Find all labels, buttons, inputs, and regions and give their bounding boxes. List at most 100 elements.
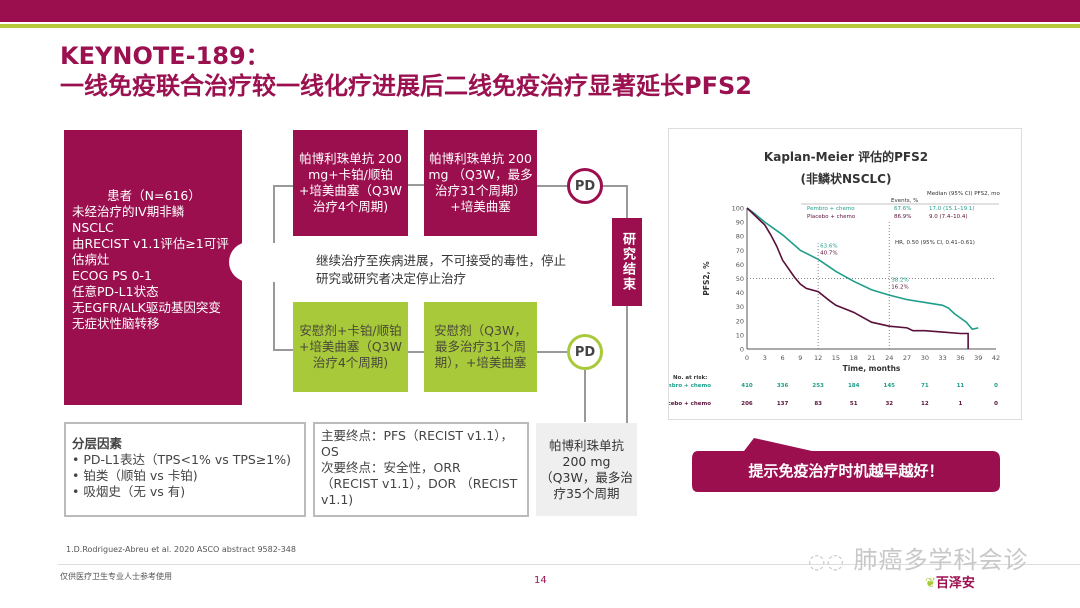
- at-risk-value: 32: [885, 401, 893, 407]
- legend-events: 86.9%: [894, 214, 911, 220]
- x-tick-label: 36: [956, 354, 964, 362]
- page-title-line1: KEYNOTE-189：: [60, 42, 270, 70]
- patients-box: 患者（N=616） 未经治疗的IV期非鳞 NSCLC 由RECIST v1.1评…: [64, 130, 242, 405]
- randomization-label: R: [243, 247, 254, 262]
- x-tick-label: 0: [745, 354, 749, 362]
- stratification-item: • PD-L1表达（TPS<1% vs TPS≥1%): [72, 452, 292, 467]
- y-tick-label: 10: [736, 331, 744, 339]
- y-tick-label: 30: [736, 303, 744, 311]
- legend-label: Pembro + chemo: [807, 206, 855, 212]
- legend-label: Placebo + chemo: [807, 214, 856, 220]
- continue-note: 继续治疗至疾病进展，不可接受的毒性，停止研究或研究者决定停止治疗: [316, 253, 567, 286]
- connector: [408, 351, 424, 353]
- at-risk-value: 206: [741, 401, 753, 407]
- at-risk-value: 137: [777, 401, 789, 407]
- at-risk-value: 184: [848, 383, 860, 389]
- legend-events: 67.6%: [894, 206, 911, 212]
- x-tick-label: 15: [832, 354, 840, 362]
- page-number: 14: [534, 575, 547, 586]
- connector: [626, 306, 628, 490]
- km-curve-pembro: [746, 207, 979, 331]
- x-tick-label: 3: [763, 354, 767, 362]
- pembro-induction-box: 帕博利珠单抗 200 mg+卡铂/顺铂+培美曲塞（Q3W治疗4个周期): [293, 130, 408, 236]
- at-risk-value: 253: [812, 383, 824, 389]
- secondary-endpoint: 次要终点：安全性，ORR （RECIST v1.1），DOR （RECIST v…: [321, 460, 518, 507]
- footnote: 1.D.Rodriguez-Abreu et al. 2020 ASCO abs…: [66, 545, 296, 554]
- connector: [537, 351, 567, 353]
- at-risk-value: 410: [741, 383, 753, 389]
- brand-logo: ❦百泽安: [925, 572, 975, 591]
- patients-line: 任意PD-L1状态: [72, 284, 159, 299]
- at-risk-header: No. at risk:: [673, 375, 707, 381]
- crossover-box: 帕博利珠单抗 200 mg （Q3W，最多治疗35个周期: [536, 423, 637, 516]
- pembro-maintenance-box: 帕博利珠单抗 200 mg （Q3W，最多治疗31个周期）+培美曲塞: [424, 130, 537, 236]
- y-tick-label: 0: [740, 346, 744, 354]
- stratification-item: • 吸烟史（无 vs 有): [72, 484, 186, 499]
- km-curve-placebo: [746, 207, 969, 349]
- randomization-circle: R 2:1: [229, 242, 269, 282]
- stratification-header: 分层因素: [72, 436, 123, 451]
- at-risk-label: Placebo + chemo: [669, 401, 711, 407]
- randomization-ratio: 2:1: [237, 261, 261, 276]
- connector: [273, 282, 275, 350]
- x-tick-label: 9: [798, 354, 802, 362]
- footer-divider: [58, 564, 1080, 565]
- connector: [408, 184, 424, 186]
- connector: [273, 185, 293, 187]
- callout-text: 提示免疫治疗时机越早越好！: [748, 462, 944, 480]
- at-risk-value: 0: [994, 383, 998, 389]
- connector: [603, 185, 628, 187]
- km-chart: Kaplan-Meier 评估的PFS2(非鳞状NSCLC)0 3 6 9 12 15 18…: [658, 149, 1001, 407]
- stratification-box: 分层因素 • PD-L1表达（TPS<1% vs TPS≥1%) • 铂类（顺铂…: [64, 422, 306, 517]
- x-tick-label: 42: [992, 354, 1000, 362]
- annotation-m24-pembro: 38.2%: [891, 277, 908, 283]
- y-tick-label: 50: [736, 275, 744, 283]
- watermark-text: 肺癌多学科会诊: [853, 546, 1029, 574]
- legend-events-header: Events, %: [891, 198, 918, 204]
- annotation-m12-pembro: 63.6%: [820, 243, 837, 249]
- at-risk-value: 11: [957, 383, 965, 389]
- x-tick-label: 6: [781, 354, 785, 362]
- at-risk-value: 145: [884, 383, 896, 389]
- at-risk-value: 12: [921, 401, 929, 407]
- patients-line: 未经治疗的IV期非鳞: [72, 204, 185, 219]
- placebo-induction-box: 安慰剂+卡铂/顺铂+培美曲塞（Q3W治疗4个周期): [293, 302, 408, 392]
- at-risk-label: Pembro + chemo: [669, 383, 711, 389]
- y-axis-label: PFS2, %: [702, 261, 711, 296]
- x-tick-label: 12: [814, 354, 822, 362]
- at-risk-value: 1: [959, 401, 963, 407]
- patients-line: 估病灶: [72, 252, 110, 267]
- at-risk-value: 336: [777, 383, 789, 389]
- annotation-m24-placebo: 16.2%: [891, 284, 908, 290]
- x-tick-label: 30: [921, 354, 929, 362]
- x-tick-label: 21: [867, 354, 875, 362]
- patients-line: 无EGFR/ALK驱动基因突变: [72, 300, 221, 315]
- at-risk-value: 51: [850, 401, 858, 407]
- placebo-maintenance-box: 安慰剂（Q3W，最多治疗31个周期），+培美曲塞: [424, 302, 537, 392]
- connector: [273, 185, 275, 243]
- y-tick-label: 20: [736, 317, 744, 325]
- connector: [273, 349, 293, 351]
- footer-text: 仅供医疗卫生专业人士参考使用: [60, 572, 172, 581]
- annotation-m12-placebo: 40.7%: [820, 251, 837, 257]
- connector: [537, 185, 567, 187]
- primary-endpoint: 主要终点：PFS（RECIST v1.1），OS: [321, 428, 514, 459]
- x-tick-label: 27: [903, 354, 911, 362]
- patients-line: ECOG PS 0-1: [72, 268, 152, 283]
- endpoints-box: 主要终点：PFS（RECIST v1.1），OS 次要终点：安全性，ORR （R…: [313, 422, 529, 517]
- study-end-box: 研究结束: [612, 218, 642, 306]
- patients-header: 患者（N=616）: [107, 188, 201, 203]
- at-risk-value: 0: [994, 401, 998, 407]
- x-tick-label: 24: [885, 354, 893, 362]
- watermark: ◌◌ 肺癌多学科会诊: [808, 540, 1029, 575]
- patients-line: 由RECIST v1.1评估≥1可评: [72, 236, 229, 251]
- hr-annotation: HR, 0.50 (95% CI, 0.41–0.61): [895, 240, 975, 246]
- brand-logo-text: 百泽安: [935, 576, 975, 591]
- header-accent-line: [0, 24, 1080, 28]
- callout-bubble: [692, 438, 1000, 492]
- x-tick-label: 33: [939, 354, 947, 362]
- connector: [584, 370, 586, 422]
- chart-subtitle: (非鳞状NSCLC): [801, 171, 892, 186]
- connector: [626, 185, 628, 218]
- chart-title: Kaplan-Meier 评估的PFS2: [764, 149, 928, 164]
